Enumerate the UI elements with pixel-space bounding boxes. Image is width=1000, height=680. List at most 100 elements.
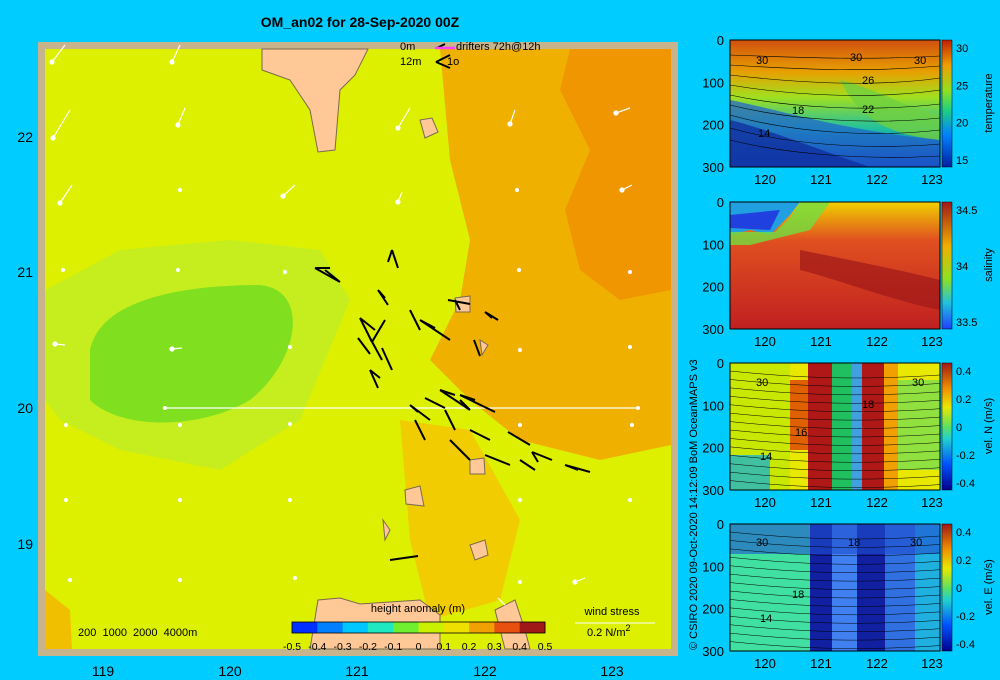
colorbar-tick: 0.4 bbox=[512, 641, 527, 653]
panel-y-tick: 100 bbox=[702, 75, 724, 90]
colorbar-tick: 30 bbox=[956, 43, 968, 55]
legend-depth-0: 0m bbox=[400, 41, 415, 53]
colorbar-tick: 0 bbox=[416, 641, 422, 653]
svg-text:16: 16 bbox=[795, 427, 807, 439]
map-x-tick: 121 bbox=[345, 663, 369, 679]
svg-text:26: 26 bbox=[862, 75, 874, 87]
svg-text:18: 18 bbox=[862, 399, 874, 411]
svg-text:18: 18 bbox=[792, 589, 804, 601]
map-x-tick: 119 bbox=[92, 663, 115, 679]
colorbar-tick: 0.4 bbox=[956, 366, 971, 378]
colorbar-swatch bbox=[342, 622, 369, 633]
svg-text:18: 18 bbox=[792, 105, 804, 117]
drifter-legend: 0m drifters 72h@12h 12m 1o bbox=[400, 41, 541, 68]
colorbar-label: height anomaly (m) bbox=[371, 603, 465, 615]
panel-y-tick: 200 bbox=[702, 280, 724, 295]
svg-text:30: 30 bbox=[756, 377, 768, 389]
panel-x-tick: 121 bbox=[810, 172, 832, 187]
colorbar-tick: 20 bbox=[956, 118, 968, 130]
panel-y-tick: 100 bbox=[702, 559, 724, 574]
panel-x-tick: 122 bbox=[866, 656, 888, 671]
svg-text:30: 30 bbox=[910, 537, 922, 549]
colorbar-swatch bbox=[494, 622, 521, 633]
colorbar-swatch bbox=[367, 622, 394, 633]
panel-y-tick: 0 bbox=[717, 33, 724, 48]
panel-y-tick: 300 bbox=[702, 160, 724, 175]
panel-x-tick: 120 bbox=[754, 656, 776, 671]
panel-x-tick: 123 bbox=[921, 172, 943, 187]
wind-stress-legend: wind stress 0.2 N/m2 bbox=[575, 606, 655, 639]
panel-y-tick: 0 bbox=[717, 517, 724, 532]
panel-x-tick: 120 bbox=[754, 334, 776, 349]
svg-text:14: 14 bbox=[760, 613, 772, 625]
anomaly-sw-patch bbox=[45, 590, 72, 649]
colorbar-tick: 25 bbox=[956, 80, 968, 92]
colorbar-tick: -0.4 bbox=[956, 478, 975, 490]
panel-x-tick: 123 bbox=[921, 495, 943, 510]
map-y-ticks: 22 21 20 19 bbox=[17, 129, 33, 552]
map-y-tick: 22 bbox=[17, 129, 33, 145]
salinity-section bbox=[730, 201, 953, 330]
colorbar-tick: -0.2 bbox=[956, 450, 975, 462]
map-y-tick: 19 bbox=[17, 536, 33, 552]
colorbar-tick: 0 bbox=[956, 422, 962, 434]
panel-x-tick: 122 bbox=[866, 172, 888, 187]
colorbar-tick: 33.5 bbox=[956, 317, 977, 329]
colorbar-tick: -0.2 bbox=[359, 641, 377, 653]
legend-depth-12: 12m bbox=[400, 56, 421, 68]
panel-colorbar-label: vel. N (m/s) bbox=[983, 398, 995, 454]
colorbar-swatch bbox=[469, 622, 495, 633]
colorbar-tick: 0.4 bbox=[956, 527, 971, 539]
svg-text:14: 14 bbox=[760, 451, 772, 463]
wind-stress-value: 0.2 N/m2 bbox=[587, 623, 631, 639]
panel-x-tick: 120 bbox=[754, 495, 776, 510]
colorbar-swatch bbox=[292, 622, 318, 633]
anomaly-high-core bbox=[560, 49, 671, 300]
panel-y-tick: 0 bbox=[717, 356, 724, 371]
panel-x-tick: 122 bbox=[866, 334, 888, 349]
panel-x-tick: 120 bbox=[754, 172, 776, 187]
colorbar-swatch bbox=[418, 622, 445, 633]
colorbar-tick: 34.5 bbox=[956, 205, 977, 217]
colorbar-tick: 0 bbox=[956, 583, 962, 595]
colorbar-tick: -0.3 bbox=[334, 641, 352, 653]
svg-text:30: 30 bbox=[850, 52, 862, 64]
panel-y-tick: 200 bbox=[702, 602, 724, 617]
current-vectors bbox=[314, 43, 591, 561]
height-anomaly-colorbar: height anomaly (m) -0.5 -0.4 -0.3 -0.2 -0.1 0… bbox=[283, 603, 552, 653]
panel-y-tick: 0 bbox=[717, 195, 724, 210]
svg-text:30: 30 bbox=[914, 55, 926, 67]
section-panels: 30 30 30 26 18 14 22 30 16 bbox=[702, 33, 995, 671]
land-taiwan bbox=[261, 48, 369, 153]
velocity-east-section: 30 18 30 18 14 bbox=[729, 523, 953, 652]
svg-text:14: 14 bbox=[758, 128, 770, 140]
panel-y-tick: 300 bbox=[702, 483, 724, 498]
colorbar-tick: 34 bbox=[956, 261, 968, 273]
panel-colorbar-label: vel. E (m/s) bbox=[983, 559, 995, 615]
colorbar-tick: -0.1 bbox=[384, 641, 402, 653]
land-batan-islands bbox=[382, 117, 489, 561]
map-x-tick: 123 bbox=[600, 663, 624, 679]
colorbar-tick: -0.4 bbox=[956, 639, 975, 651]
velocity-north-section: 30 16 30 18 14 bbox=[729, 362, 953, 491]
svg-text:30: 30 bbox=[912, 377, 924, 389]
map-y-tick: 20 bbox=[17, 400, 33, 416]
legend-drifters: drifters 72h@12h bbox=[456, 41, 541, 53]
colorbar-tick: 0.5 bbox=[538, 641, 553, 653]
colorbar-swatch bbox=[443, 622, 470, 633]
svg-text:18: 18 bbox=[848, 537, 860, 549]
svg-text:30: 30 bbox=[756, 55, 768, 67]
height-anomaly-map: 119 120 121 122 123 22 21 20 19 0m drift… bbox=[17, 41, 678, 679]
map-y-tick: 21 bbox=[17, 264, 33, 280]
colorbar-tick: 0.2 bbox=[956, 394, 971, 406]
panel-x-tick: 121 bbox=[810, 334, 832, 349]
svg-text:22: 22 bbox=[862, 104, 874, 116]
panel-y-tick: 100 bbox=[702, 237, 724, 252]
colorbar-swatch bbox=[317, 622, 344, 633]
map-title: OM_an02 for 28-Sep-2020 00Z bbox=[260, 14, 460, 30]
colorbar-tick: -0.4 bbox=[308, 641, 326, 653]
wind-stress-arrows bbox=[49, 44, 635, 606]
panel-y-tick: 200 bbox=[702, 118, 724, 133]
legend-scale: 1o bbox=[447, 56, 459, 68]
panel-y-tick: 200 bbox=[702, 441, 724, 456]
